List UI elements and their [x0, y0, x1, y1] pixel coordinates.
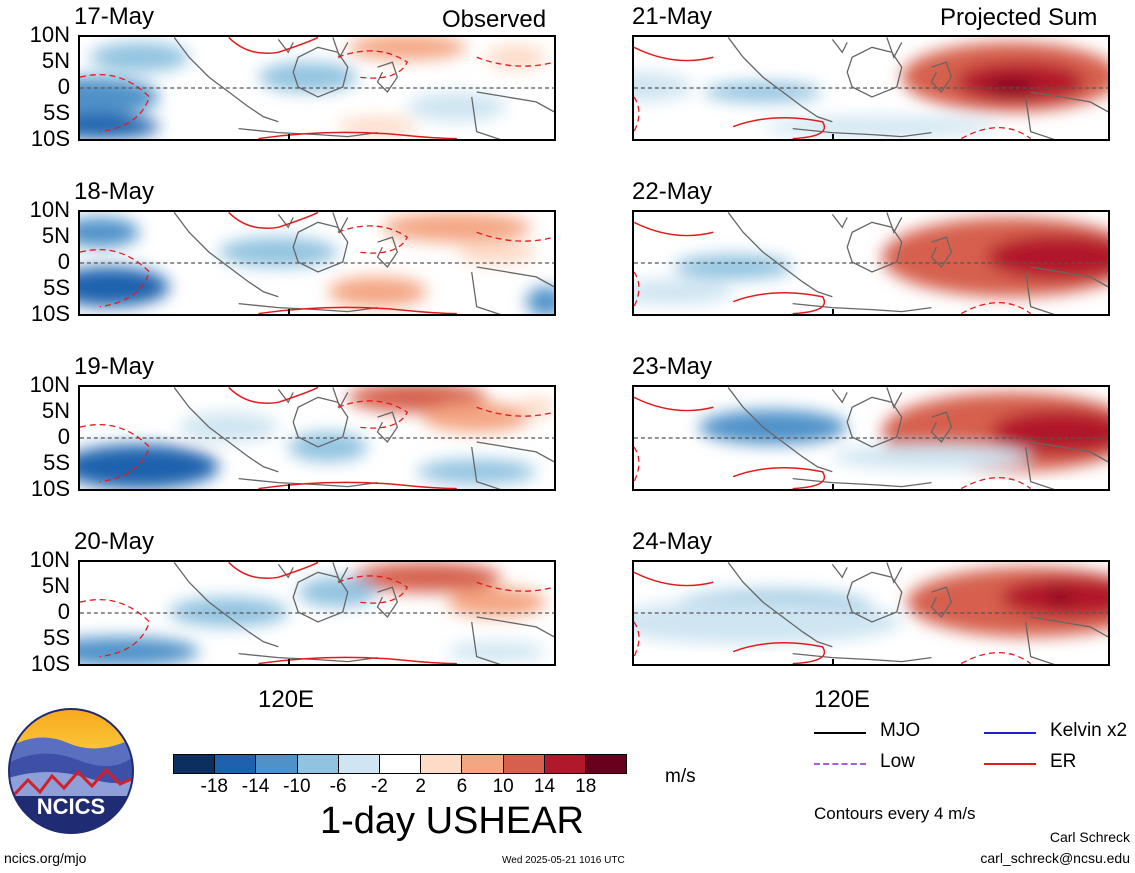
- projected-date-1: 21-May: [632, 3, 713, 30]
- legend-label: Low: [880, 751, 915, 772]
- lon-tick-120e: [288, 484, 290, 491]
- colorbar-level-label: 6: [456, 776, 468, 797]
- projected-map-panel-4: [632, 560, 1110, 666]
- observed-date-1: 17-May: [74, 3, 155, 30]
- lon-tick-120e: [832, 309, 834, 316]
- observed-map-panel-2: [78, 210, 556, 316]
- colorbar-box: [462, 755, 504, 773]
- lon-tick-120e: [288, 134, 290, 141]
- contour-note: Contours every 4 m/s: [814, 804, 976, 823]
- lat-tick-10s: 10S: [30, 476, 70, 501]
- legend-line-icon: [814, 763, 866, 765]
- colorbar-box: [421, 755, 463, 773]
- colorbar-box: [379, 755, 422, 773]
- colorbar-level-label: -6: [329, 776, 347, 797]
- lat-tick-0: 0: [57, 424, 70, 449]
- ncics-logo: NCICS: [8, 708, 134, 834]
- projected-map-panel-2: [632, 210, 1110, 316]
- timestamp: Wed 2025-05-21 1016 UTC: [502, 855, 625, 866]
- projected-date-2: 22-May: [632, 178, 713, 205]
- lon-label-left: 120E: [258, 686, 315, 713]
- colorbar-box: [256, 755, 298, 773]
- colorbar-box: [585, 755, 627, 773]
- colorbar-labels: -18 -14 -10 -6 -2 2 6 10 14 18: [173, 776, 627, 800]
- legend-line-icon: [984, 732, 1036, 734]
- lat-tick-5s: 5S: [43, 275, 70, 300]
- lon-label-right: 120E: [814, 686, 871, 713]
- legend-line-icon: [984, 763, 1036, 765]
- observed-map-panel-4: [78, 560, 556, 666]
- lon-tick-120e: [832, 659, 834, 666]
- observed-map-panel-1: [78, 35, 556, 141]
- lat-tick-5s: 5S: [43, 625, 70, 650]
- observed-date-2: 18-May: [74, 178, 155, 205]
- legend: MJO Kelvin x2 Low ER: [814, 720, 1134, 790]
- author-email[interactable]: carl_schreck@ncsu.edu: [980, 850, 1130, 866]
- lat-tick-10s: 10S: [30, 126, 70, 151]
- legend-label: ER: [1050, 751, 1077, 772]
- colorbar-level-label: 14: [533, 776, 556, 797]
- projected-header: Projected Sum: [940, 4, 1098, 31]
- observed-date-4: 20-May: [74, 528, 155, 555]
- lat-tick-0: 0: [57, 74, 70, 99]
- colorbar-level-label: 10: [492, 776, 514, 797]
- author-name: Carl Schreck: [1049, 829, 1130, 845]
- colorbar: [173, 754, 627, 774]
- observed-map-panel-3: [78, 385, 556, 491]
- legend-line-icon: [814, 732, 866, 734]
- lat-tick-5n: 5N: [41, 223, 70, 248]
- colorbar-box: [174, 755, 216, 773]
- plot-title: 1-day USHEAR: [320, 800, 584, 842]
- projected-map-panel-1: [632, 35, 1110, 141]
- projected-map-panel-3: [632, 385, 1110, 491]
- lat-tick-5n: 5N: [41, 48, 70, 73]
- colorbar-level-label: -10: [283, 776, 311, 797]
- colorbar-box: [215, 755, 257, 773]
- colorbar-box: [544, 755, 586, 773]
- colorbar-level-label: -18: [200, 776, 228, 797]
- projected-date-4: 24-May: [632, 528, 713, 555]
- site-url[interactable]: ncics.org/mjo: [4, 850, 87, 866]
- lat-tick-0: 0: [57, 599, 70, 624]
- lat-tick-10n: 10N: [29, 547, 70, 572]
- lat-tick-5s: 5S: [43, 100, 70, 125]
- lat-tick-5n: 5N: [41, 573, 70, 598]
- colorbar-box: [297, 755, 339, 773]
- legend-label: MJO: [880, 720, 921, 741]
- lat-tick-10s: 10S: [30, 651, 70, 676]
- legend-label: Kelvin x2: [1050, 720, 1128, 741]
- colorbar-units: m/s: [665, 766, 696, 787]
- lat-tick-10n: 10N: [29, 197, 70, 222]
- lat-tick-5s: 5S: [43, 450, 70, 475]
- lat-tick-5n: 5N: [41, 398, 70, 423]
- lat-tick-10s: 10S: [30, 301, 70, 326]
- colorbar-level-label: 18: [575, 776, 597, 797]
- lon-tick-120e: [832, 484, 834, 491]
- colorbar-level-label: -14: [241, 776, 270, 797]
- lon-tick-120e: [288, 659, 290, 666]
- lon-tick-120e: [832, 134, 834, 141]
- observed-header: Observed: [442, 6, 547, 33]
- lat-tick-0: 0: [57, 249, 70, 274]
- projected-date-3: 23-May: [632, 353, 713, 380]
- colorbar-box: [338, 755, 380, 773]
- colorbar-level-label: 2: [415, 776, 426, 797]
- observed-date-3: 19-May: [74, 353, 155, 380]
- lat-tick-10n: 10N: [29, 22, 70, 47]
- logo-text: NCICS: [36, 794, 106, 819]
- lon-tick-120e: [288, 309, 290, 316]
- colorbar-level-label: -2: [370, 776, 388, 797]
- colorbar-box: [503, 755, 545, 773]
- lat-tick-10n: 10N: [29, 372, 70, 397]
